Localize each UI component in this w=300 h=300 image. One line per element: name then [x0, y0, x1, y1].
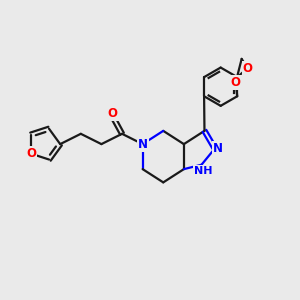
- Text: O: O: [242, 62, 253, 75]
- Text: NH: NH: [194, 166, 212, 176]
- Text: N: N: [213, 142, 223, 155]
- Text: O: O: [108, 107, 118, 120]
- Text: O: O: [26, 147, 36, 160]
- Text: O: O: [231, 76, 241, 88]
- Text: N: N: [138, 138, 148, 151]
